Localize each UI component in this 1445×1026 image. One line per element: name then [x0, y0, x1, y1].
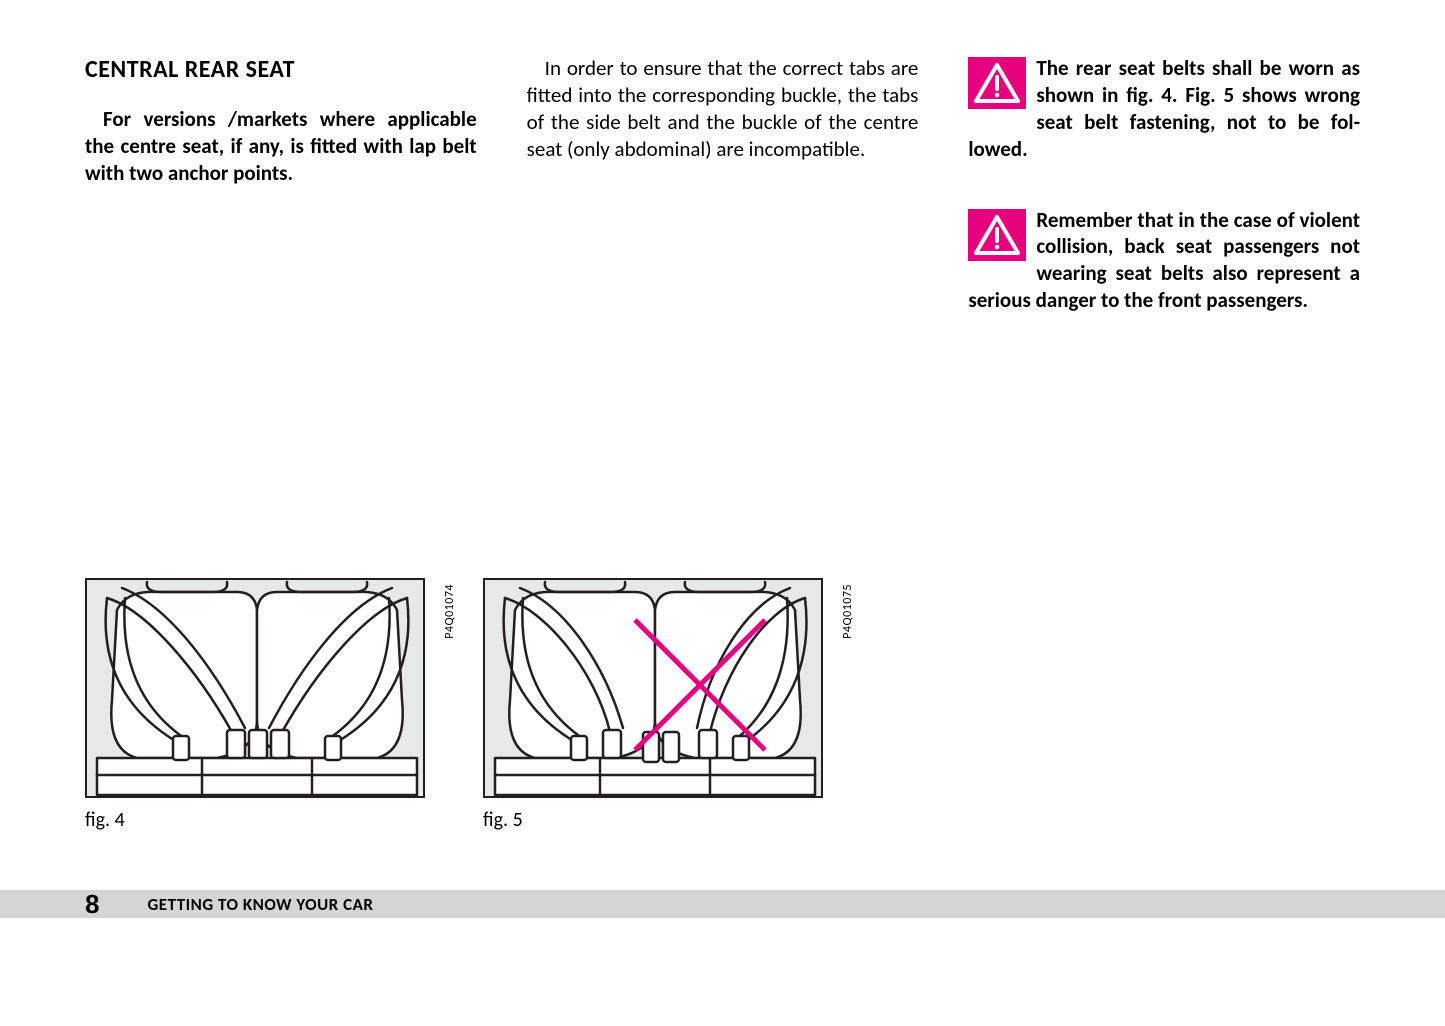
page-number: 8 [85, 889, 99, 920]
figure-5: P4Q01075 fig. 5 [483, 578, 823, 832]
warning-icon [968, 209, 1026, 261]
warning-icon [968, 57, 1026, 109]
page-body: CENTRAL REAR SEAT For versions /markets … [0, 0, 1445, 358]
figure-5-code: P4Q01075 [841, 584, 855, 639]
column-3: The rear seat belts shall be worn as sho… [968, 55, 1360, 358]
column-1: CENTRAL REAR SEAT For versions /markets … [85, 55, 477, 358]
figure-4-frame [85, 578, 425, 798]
warning-text-1: The rear seat belts shall be worn as sho… [968, 55, 1360, 163]
warning-box-1: The rear seat belts shall be worn as sho… [968, 55, 1360, 163]
figure-5-caption: fig. 5 [483, 808, 823, 832]
warning-box-2: Remember that in the case of violent col… [968, 207, 1360, 315]
section-heading: CENTRAL REAR SEAT [85, 55, 477, 84]
seat-illustration-correct [87, 580, 425, 798]
figure-4: P4Q01074 fig. 4 [85, 578, 425, 832]
compat-paragraph: In order to ensure that the correct tabs… [527, 55, 919, 163]
intro-paragraph: For versions /markets where ap­plicable … [85, 106, 477, 187]
warning-text-2: Remember that in the case of violent col… [968, 207, 1360, 315]
figures-row: P4Q01074 fig. 4 [85, 578, 823, 832]
figure-4-caption: fig. 4 [85, 808, 425, 832]
figure-4-code: P4Q01074 [443, 584, 457, 639]
footer-section-title: GETTING TO KNOW YOUR CAR [147, 894, 373, 915]
seat-illustration-wrong [485, 580, 823, 798]
column-2: In order to ensure that the correct tabs… [527, 55, 919, 358]
figure-5-frame [483, 578, 823, 798]
footer-bar: 8 GETTING TO KNOW YOUR CAR [0, 890, 1445, 918]
